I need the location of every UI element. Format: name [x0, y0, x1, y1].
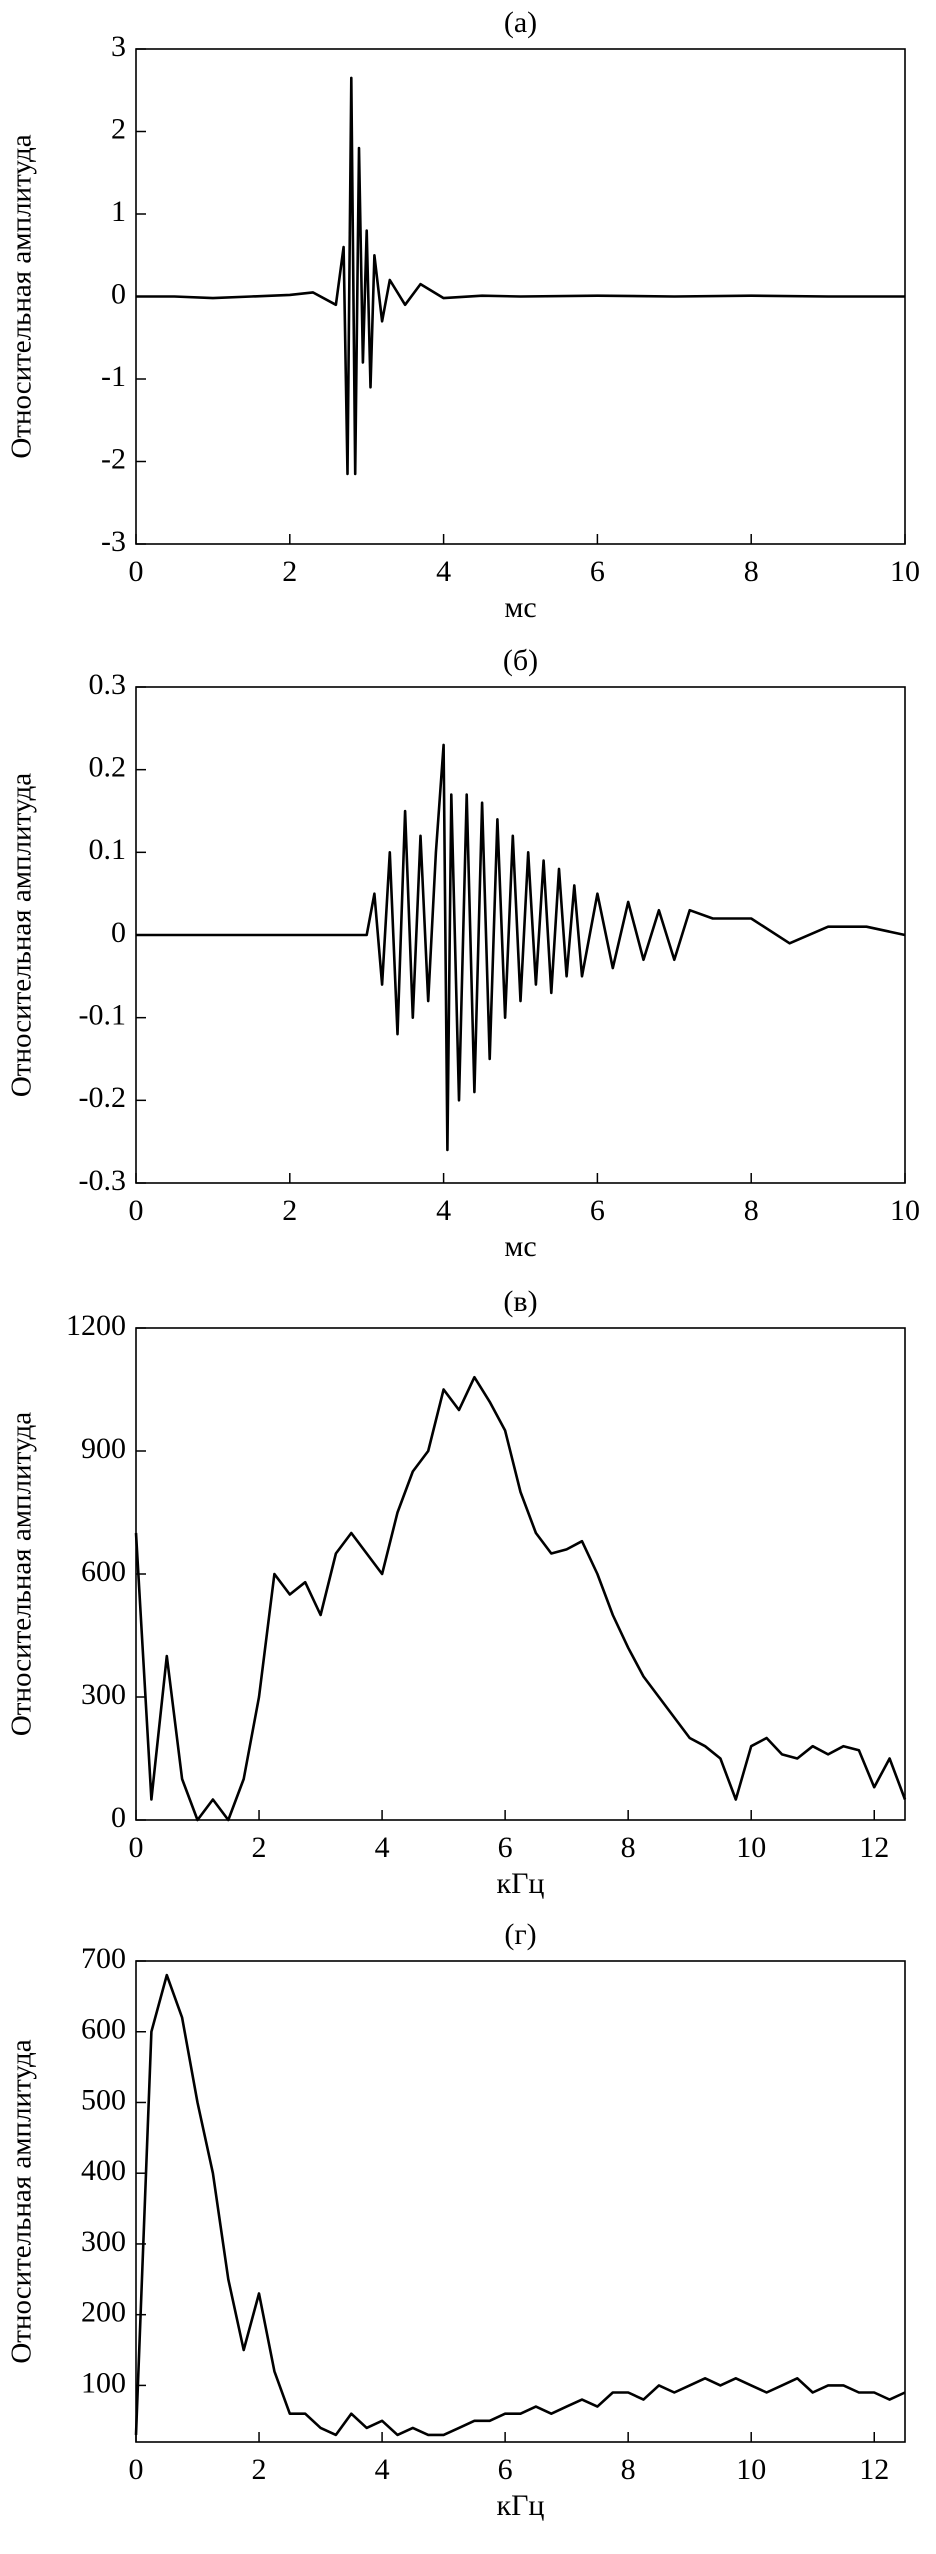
plot-frame [135, 48, 906, 545]
x-tick-label: 6 [498, 1831, 513, 1864]
x-axis-label: мс [504, 1230, 536, 1263]
y-tick-label: 300 [81, 2225, 126, 2258]
y-axis-label: Относительная амплитуда [6, 1412, 38, 1736]
x-tick-label: 10 [736, 2453, 766, 2486]
y-tick-label: 500 [81, 2083, 126, 2116]
plot-frame [135, 686, 906, 1184]
y-tick-label: -0.2 [79, 1081, 127, 1114]
signal-line [134, 1973, 906, 2437]
y-tick-label: 2 [111, 112, 126, 145]
x-tick-label: 4 [436, 555, 451, 588]
y-tick-label: 900 [81, 1432, 126, 1465]
x-tick-label: 8 [744, 1194, 759, 1227]
y-tick-label: 600 [81, 2013, 126, 2046]
x-tick-label: 4 [375, 1831, 390, 1864]
y-tick-label: 400 [81, 2154, 126, 2187]
y-tick-label: 200 [81, 2296, 126, 2329]
x-tick-label: 4 [436, 1194, 451, 1227]
x-tick-label: 0 [129, 2453, 144, 2486]
x-tick-label: 8 [744, 555, 759, 588]
signal-line [136, 743, 906, 1152]
y-tick-label: -3 [101, 525, 126, 558]
x-tick-label: 8 [621, 1831, 636, 1864]
x-tick-label: 4 [375, 2453, 390, 2486]
y-tick-label: -0.1 [79, 999, 127, 1032]
y-tick-label: 700 [81, 1942, 126, 1975]
y-axis-label: Относительная амплитуда [6, 134, 38, 458]
y-tick-label: 100 [81, 2366, 126, 2399]
y-tick-label: 0 [111, 277, 126, 310]
y-tick-label: -2 [101, 442, 126, 475]
x-axis-label: мс [504, 591, 536, 624]
x-tick-label: 10 [890, 1194, 920, 1227]
y-tick-label: 0.1 [89, 833, 127, 866]
y-tick-label: 0 [111, 1801, 126, 1834]
signal-line [134, 1375, 907, 1822]
y-tick-label: 300 [81, 1678, 126, 1711]
x-axis-label: кГц [497, 1867, 545, 1900]
y-tick-label: -1 [101, 360, 126, 393]
x-tick-label: 8 [621, 2453, 636, 2486]
y-tick-label: 0 [111, 916, 126, 949]
plot-frame [135, 1960, 906, 2443]
x-tick-label: 6 [590, 1194, 605, 1227]
x-tick-label: 2 [282, 555, 297, 588]
y-tick-label: 3 [111, 30, 126, 63]
y-tick-label: 1200 [66, 1309, 126, 1342]
y-tick-label: 0.3 [89, 668, 127, 701]
plot-frame [135, 1327, 906, 1821]
y-tick-label: 0.2 [89, 751, 127, 784]
x-tick-label: 2 [252, 2453, 267, 2486]
x-axis-label: кГц [497, 2489, 545, 2522]
x-tick-label: 0 [129, 1194, 144, 1227]
x-tick-label: 0 [129, 1831, 144, 1864]
x-tick-label: 2 [282, 1194, 297, 1227]
x-tick-label: 2 [252, 1831, 267, 1864]
x-tick-label: 6 [498, 2453, 513, 2486]
x-tick-label: 0 [129, 555, 144, 588]
y-tick-label: 600 [81, 1555, 126, 1588]
y-axis-label: Относительная амплитуда [6, 2039, 38, 2363]
panel-title: (в) [503, 1285, 537, 1318]
x-tick-label: 6 [590, 555, 605, 588]
panel-title: (б) [503, 644, 538, 677]
y-axis-label: Относительная амплитуда [6, 773, 38, 1097]
y-tick-label: -0.3 [79, 1164, 127, 1197]
x-tick-label: 12 [859, 2453, 889, 2486]
y-tick-label: 1 [111, 195, 126, 228]
panel-title: (а) [504, 6, 537, 39]
x-tick-label: 12 [859, 1831, 889, 1864]
x-tick-label: 10 [890, 555, 920, 588]
signal-line [136, 76, 905, 476]
panel-title: (г) [504, 1918, 536, 1951]
x-tick-label: 10 [736, 1831, 766, 1864]
